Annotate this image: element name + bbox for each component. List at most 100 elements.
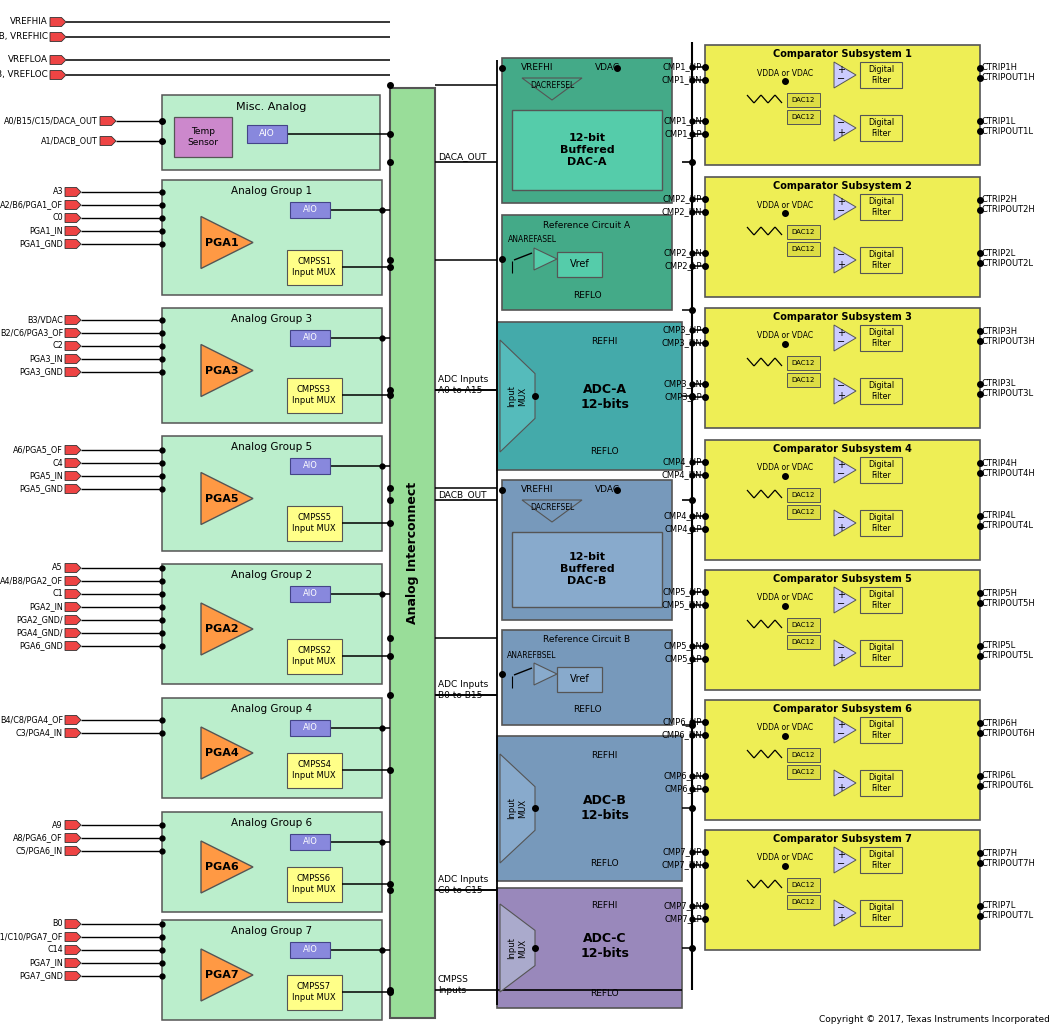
Polygon shape — [64, 484, 81, 493]
Text: −: − — [837, 773, 845, 783]
Text: −: − — [837, 729, 845, 739]
Text: Analog Group 1: Analog Group 1 — [231, 186, 313, 196]
Polygon shape — [201, 217, 253, 268]
Polygon shape — [64, 200, 81, 210]
Polygon shape — [201, 949, 253, 1001]
Text: REFLO: REFLO — [590, 859, 618, 869]
Bar — [705, 45, 980, 166]
Text: CMPSS2
Input MUX: CMPSS2 Input MUX — [292, 647, 336, 666]
Bar — [860, 378, 902, 404]
Text: VREFLOB, VREFLOC: VREFLOB, VREFLOC — [0, 71, 48, 79]
Text: DAC12: DAC12 — [792, 246, 815, 252]
Bar — [787, 765, 820, 779]
Polygon shape — [834, 325, 856, 351]
Bar — [860, 640, 902, 666]
Bar — [290, 458, 330, 474]
Polygon shape — [64, 367, 81, 376]
Text: Comparator Subsystem 5: Comparator Subsystem 5 — [773, 574, 912, 584]
Text: PGA4_GND/: PGA4_GND/ — [17, 628, 63, 637]
Text: 12-bit
Buffered
DAC-B: 12-bit Buffered DAC-B — [560, 552, 614, 586]
Text: CMP7_HN: CMP7_HN — [662, 860, 702, 870]
Bar — [860, 325, 902, 351]
Text: CMP3_LN: CMP3_LN — [663, 379, 702, 389]
Text: CMP5_LP: CMP5_LP — [665, 655, 702, 663]
Text: CMP6_HN: CMP6_HN — [662, 731, 702, 739]
Bar — [705, 830, 980, 950]
Text: CTRIPOUT2H: CTRIPOUT2H — [982, 206, 1036, 215]
Bar — [290, 330, 330, 346]
Polygon shape — [64, 834, 81, 843]
Text: CMP7_LN: CMP7_LN — [663, 902, 702, 911]
Bar — [860, 510, 902, 536]
Polygon shape — [201, 473, 253, 524]
Polygon shape — [64, 445, 81, 454]
Text: CTRIP2H: CTRIP2H — [982, 195, 1018, 205]
Text: C1: C1 — [53, 589, 63, 598]
Text: 12-bit
Buffered
DAC-A: 12-bit Buffered DAC-A — [560, 134, 614, 167]
Text: B3/VDAC: B3/VDAC — [27, 316, 63, 325]
Text: Analog Group 2: Analog Group 2 — [231, 570, 313, 580]
Polygon shape — [64, 641, 81, 651]
Text: CTRIPOUT4L: CTRIPOUT4L — [982, 521, 1034, 530]
Bar — [497, 888, 682, 1008]
Text: −: − — [837, 469, 845, 479]
Bar — [787, 618, 820, 632]
Text: ANAREFASEL: ANAREFASEL — [507, 235, 556, 245]
Text: PGA7_GND: PGA7_GND — [19, 971, 63, 981]
Polygon shape — [64, 355, 81, 364]
Text: VDDA or VDAC: VDDA or VDAC — [757, 331, 813, 340]
Bar — [290, 201, 330, 218]
Text: CTRIP1L: CTRIP1L — [982, 116, 1016, 125]
Text: CTRIP6H: CTRIP6H — [982, 719, 1018, 728]
Text: ADC Inputs
A0 to A15: ADC Inputs A0 to A15 — [438, 375, 488, 395]
Polygon shape — [834, 378, 856, 404]
Text: CTRIP5H: CTRIP5H — [982, 588, 1018, 597]
Text: VREFHI: VREFHI — [521, 64, 553, 73]
Text: CMP1_LN: CMP1_LN — [663, 116, 702, 125]
Polygon shape — [64, 602, 81, 612]
Text: PGA2: PGA2 — [205, 624, 239, 634]
Text: VDDA or VDAC: VDDA or VDAC — [757, 464, 813, 473]
Polygon shape — [50, 56, 66, 65]
Bar — [860, 770, 902, 796]
Text: +: + — [837, 653, 845, 663]
Text: −: − — [837, 513, 845, 523]
Polygon shape — [834, 770, 856, 796]
Text: PGA3_GND: PGA3_GND — [19, 367, 63, 376]
Text: Comparator Subsystem 3: Comparator Subsystem 3 — [773, 313, 912, 322]
Text: CMP2_HP: CMP2_HP — [663, 194, 702, 204]
Text: CMP2_HN: CMP2_HN — [662, 208, 702, 217]
Bar — [162, 436, 382, 551]
Text: A0/B15/C15/DACA_OUT: A0/B15/C15/DACA_OUT — [4, 116, 98, 125]
Text: CTRIP3L: CTRIP3L — [982, 379, 1017, 389]
Text: Digital
Filter: Digital Filter — [868, 118, 894, 138]
Polygon shape — [64, 729, 81, 737]
Bar — [162, 564, 382, 684]
Polygon shape — [64, 458, 81, 468]
Text: ANAREFBSEL: ANAREFBSEL — [507, 651, 557, 660]
Text: A2/B6/PGA1_OF: A2/B6/PGA1_OF — [0, 200, 63, 210]
Text: CTRIP7H: CTRIP7H — [982, 848, 1018, 857]
Text: CTRIPOUT3H: CTRIPOUT3H — [982, 336, 1036, 345]
Text: CMPSS7
Input MUX: CMPSS7 Input MUX — [292, 983, 336, 1001]
Text: PGA7: PGA7 — [205, 970, 239, 980]
Text: Comparator Subsystem 1: Comparator Subsystem 1 — [773, 49, 912, 59]
Text: CMPSS5
Input MUX: CMPSS5 Input MUX — [292, 513, 336, 533]
Text: DAC12: DAC12 — [792, 622, 815, 628]
Polygon shape — [64, 946, 81, 955]
Text: PGA1_IN: PGA1_IN — [30, 226, 63, 235]
Bar — [787, 488, 820, 502]
Text: PGA4: PGA4 — [205, 748, 239, 758]
Text: DAC12: DAC12 — [792, 97, 815, 103]
Text: REFHI: REFHI — [591, 751, 617, 761]
Text: A9: A9 — [53, 820, 63, 830]
Text: PGA6: PGA6 — [205, 862, 239, 872]
Text: Analog Group 5: Analog Group 5 — [231, 442, 313, 452]
Polygon shape — [201, 344, 253, 397]
Polygon shape — [64, 341, 81, 351]
Text: Analog Interconnect: Analog Interconnect — [406, 482, 419, 624]
Text: CMP7_HP: CMP7_HP — [663, 847, 702, 856]
Text: CMP4_LP: CMP4_LP — [665, 524, 702, 534]
Text: Comparator Subsystem 7: Comparator Subsystem 7 — [773, 834, 912, 844]
Text: +: + — [837, 391, 845, 401]
